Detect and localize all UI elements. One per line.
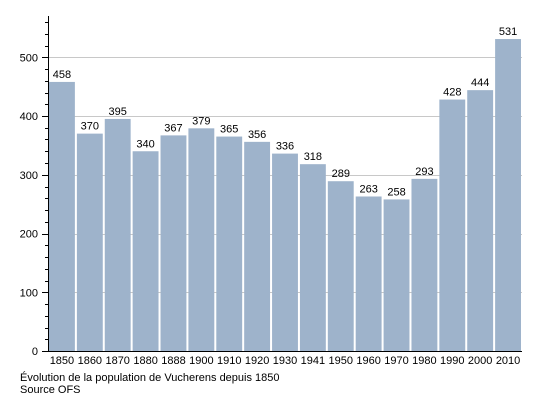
x-tick-label: 1930 xyxy=(273,355,297,367)
bar xyxy=(188,128,215,351)
x-tick-label: 1941 xyxy=(301,355,325,367)
data-label: 365 xyxy=(220,124,238,136)
bar xyxy=(299,164,326,351)
x-tick-label: 1900 xyxy=(189,355,213,367)
bar xyxy=(495,39,521,351)
data-label: 428 xyxy=(443,87,461,99)
x-tick-label: 1950 xyxy=(329,355,353,367)
y-tick-label: 100 xyxy=(20,287,38,299)
bar xyxy=(160,135,187,351)
y-tick-label: 0 xyxy=(32,346,38,358)
x-tick-labels: 1850 1860 1870 1880 1888 1900 1910 1920 1930 1941… xyxy=(50,355,521,367)
data-label: 289 xyxy=(332,168,350,180)
data-label: 367 xyxy=(164,122,182,134)
chart-source: Source OFS xyxy=(20,384,81,396)
bar xyxy=(467,90,494,352)
bar xyxy=(439,99,466,351)
data-label: 370 xyxy=(81,121,99,133)
y-tick-label: 200 xyxy=(20,229,38,241)
data-label: 258 xyxy=(387,186,405,198)
bar xyxy=(132,151,159,351)
bar xyxy=(272,153,298,351)
x-tick-label: 1888 xyxy=(161,355,185,367)
data-label: 444 xyxy=(471,77,489,89)
x-tick-label: 2000 xyxy=(468,355,492,367)
y-tick-labels: 0 100 200 300 400 500 xyxy=(20,52,38,358)
bar xyxy=(383,199,410,351)
data-label: 379 xyxy=(192,115,210,127)
chart-caption: Évolution de la population de Vucherens … xyxy=(20,372,280,384)
data-label: 458 xyxy=(53,69,71,81)
x-tick-label: 2010 xyxy=(496,355,520,367)
data-label: 356 xyxy=(248,129,266,141)
data-label: 293 xyxy=(415,166,433,178)
data-labels: 458 370 395 340 367 379 365 356 336 318 289 263 258 2… xyxy=(53,26,517,198)
bar xyxy=(327,181,354,351)
x-tick-label: 1980 xyxy=(412,355,436,367)
x-tick-label: 1920 xyxy=(245,355,269,367)
bar xyxy=(76,133,103,351)
data-label: 263 xyxy=(359,183,377,195)
axes xyxy=(42,16,522,352)
bar xyxy=(216,136,243,351)
bars xyxy=(49,39,521,352)
x-tick-label: 1880 xyxy=(133,355,157,367)
data-label: 395 xyxy=(109,106,127,118)
data-label: 318 xyxy=(304,151,322,163)
x-tick-label: 1910 xyxy=(217,355,241,367)
bar xyxy=(355,196,382,351)
bar xyxy=(411,178,438,351)
x-tick-label: 1970 xyxy=(384,355,408,367)
data-label: 531 xyxy=(499,26,517,38)
x-tick-label: 1990 xyxy=(440,355,464,367)
data-label: 340 xyxy=(136,138,154,150)
bar xyxy=(244,141,271,351)
bar xyxy=(49,81,75,352)
bar xyxy=(104,118,131,351)
y-tick-label: 400 xyxy=(20,111,38,123)
y-tick-label: 300 xyxy=(20,170,38,182)
x-tick-label: 1860 xyxy=(78,355,102,367)
x-tick-label: 1850 xyxy=(50,355,74,367)
data-label: 336 xyxy=(276,141,294,153)
x-tick-label: 1960 xyxy=(356,355,380,367)
x-tick-label: 1870 xyxy=(105,355,129,367)
y-tick-label: 500 xyxy=(20,52,38,64)
